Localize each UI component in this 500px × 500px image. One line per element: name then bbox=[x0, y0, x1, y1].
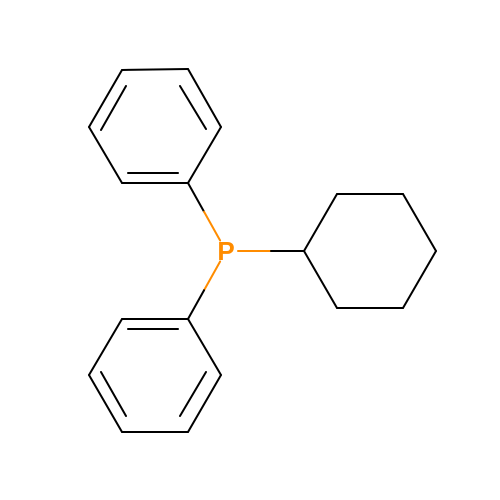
bond bbox=[122, 69, 188, 70]
atom-label-p: P bbox=[217, 236, 234, 266]
molecule-diagram: P bbox=[0, 0, 500, 500]
